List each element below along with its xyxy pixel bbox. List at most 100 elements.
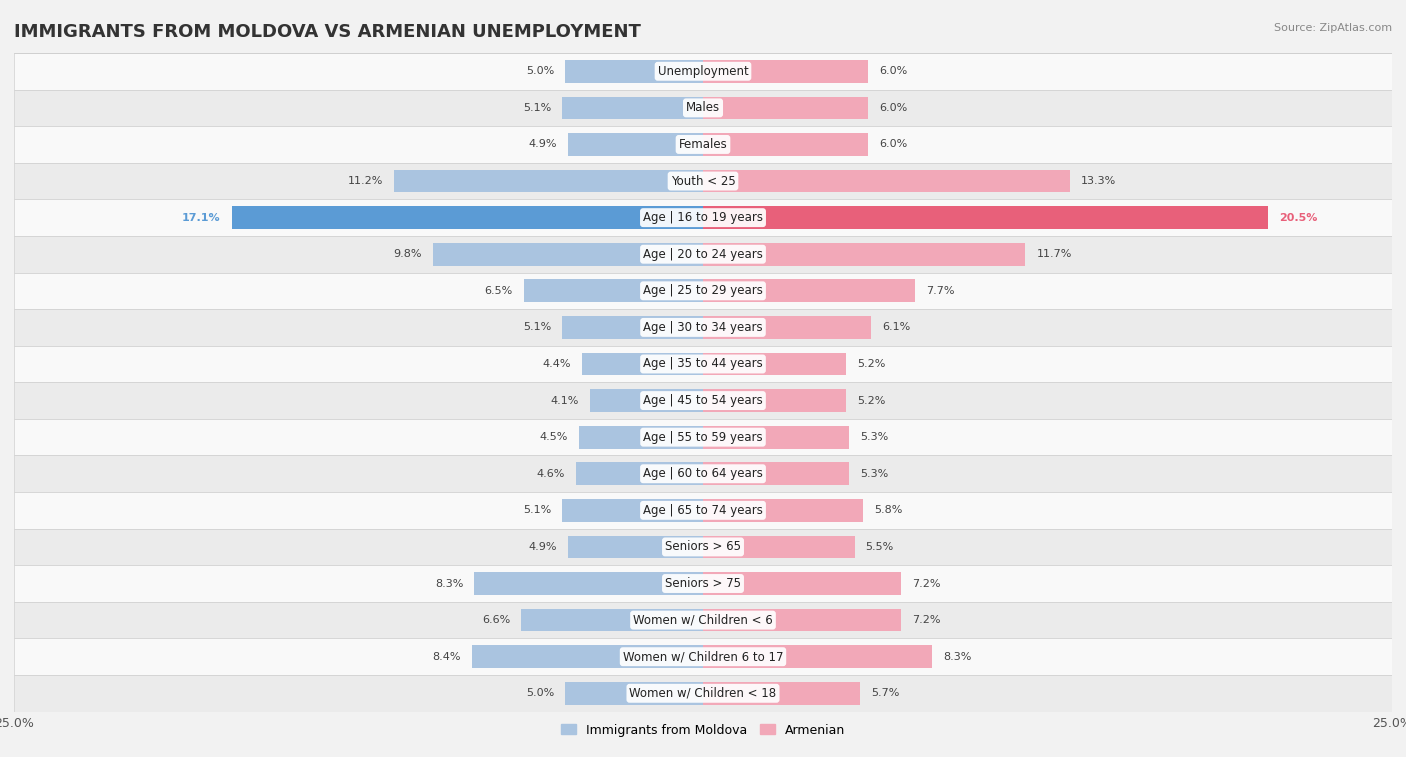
Text: Women w/ Children < 18: Women w/ Children < 18: [630, 687, 776, 699]
Text: 8.4%: 8.4%: [432, 652, 461, 662]
Text: 8.3%: 8.3%: [434, 578, 463, 588]
Bar: [14, 273, 1392, 309]
Bar: [703, 682, 860, 705]
Bar: [471, 646, 703, 668]
Text: 6.0%: 6.0%: [879, 139, 908, 149]
Text: 4.4%: 4.4%: [543, 359, 571, 369]
Bar: [703, 279, 915, 302]
Legend: Immigrants from Moldova, Armenian: Immigrants from Moldova, Armenian: [555, 718, 851, 742]
Text: 5.7%: 5.7%: [872, 688, 900, 698]
Text: 5.3%: 5.3%: [860, 432, 889, 442]
Bar: [703, 609, 901, 631]
Text: 4.9%: 4.9%: [529, 542, 557, 552]
Text: 4.9%: 4.9%: [529, 139, 557, 149]
Text: 6.1%: 6.1%: [882, 322, 910, 332]
Text: 13.3%: 13.3%: [1081, 176, 1116, 186]
Bar: [14, 382, 1392, 419]
Text: Females: Females: [679, 138, 727, 151]
Bar: [562, 499, 703, 522]
Bar: [703, 646, 932, 668]
Bar: [703, 572, 901, 595]
Bar: [703, 133, 869, 156]
Text: 20.5%: 20.5%: [1279, 213, 1317, 223]
Text: Women w/ Children < 6: Women w/ Children < 6: [633, 614, 773, 627]
Text: 5.1%: 5.1%: [523, 103, 551, 113]
Bar: [703, 97, 869, 119]
Bar: [14, 53, 1392, 89]
Bar: [474, 572, 703, 595]
Bar: [232, 207, 703, 229]
Text: 6.0%: 6.0%: [879, 103, 908, 113]
Text: 6.6%: 6.6%: [482, 615, 510, 625]
Text: 4.6%: 4.6%: [537, 469, 565, 478]
Text: 11.2%: 11.2%: [347, 176, 384, 186]
Text: Age | 20 to 24 years: Age | 20 to 24 years: [643, 248, 763, 260]
Bar: [565, 60, 703, 83]
Bar: [562, 97, 703, 119]
Bar: [703, 463, 849, 485]
Bar: [394, 170, 703, 192]
Text: 5.1%: 5.1%: [523, 506, 551, 516]
Bar: [433, 243, 703, 266]
Text: 7.7%: 7.7%: [927, 286, 955, 296]
Text: 5.1%: 5.1%: [523, 322, 551, 332]
Bar: [14, 456, 1392, 492]
Bar: [591, 389, 703, 412]
Text: 5.2%: 5.2%: [858, 359, 886, 369]
Bar: [524, 279, 703, 302]
Bar: [14, 309, 1392, 346]
Text: Age | 65 to 74 years: Age | 65 to 74 years: [643, 504, 763, 517]
Bar: [703, 243, 1025, 266]
Bar: [522, 609, 703, 631]
Bar: [568, 133, 703, 156]
Bar: [703, 316, 872, 338]
Bar: [14, 346, 1392, 382]
Text: 5.0%: 5.0%: [526, 688, 554, 698]
Bar: [576, 463, 703, 485]
Bar: [703, 426, 849, 448]
Text: Seniors > 65: Seniors > 65: [665, 540, 741, 553]
Bar: [14, 675, 1392, 712]
Bar: [14, 163, 1392, 199]
Bar: [14, 602, 1392, 638]
Bar: [14, 565, 1392, 602]
Bar: [14, 89, 1392, 126]
Text: Age | 25 to 29 years: Age | 25 to 29 years: [643, 285, 763, 298]
Text: 5.3%: 5.3%: [860, 469, 889, 478]
Bar: [14, 199, 1392, 236]
Bar: [703, 170, 1070, 192]
Text: Age | 45 to 54 years: Age | 45 to 54 years: [643, 394, 763, 407]
Text: 5.5%: 5.5%: [866, 542, 894, 552]
Text: 4.1%: 4.1%: [551, 396, 579, 406]
Bar: [703, 353, 846, 375]
Text: IMMIGRANTS FROM MOLDOVA VS ARMENIAN UNEMPLOYMENT: IMMIGRANTS FROM MOLDOVA VS ARMENIAN UNEM…: [14, 23, 641, 41]
Bar: [582, 353, 703, 375]
Text: 9.8%: 9.8%: [394, 249, 422, 259]
Text: 6.5%: 6.5%: [485, 286, 513, 296]
Bar: [565, 682, 703, 705]
Bar: [703, 207, 1268, 229]
Bar: [14, 126, 1392, 163]
Text: Age | 30 to 34 years: Age | 30 to 34 years: [643, 321, 763, 334]
Text: Unemployment: Unemployment: [658, 65, 748, 78]
Bar: [568, 536, 703, 558]
Text: 8.3%: 8.3%: [943, 652, 972, 662]
Text: 7.2%: 7.2%: [912, 615, 941, 625]
Text: 11.7%: 11.7%: [1036, 249, 1071, 259]
Bar: [703, 389, 846, 412]
Text: 5.2%: 5.2%: [858, 396, 886, 406]
Bar: [562, 316, 703, 338]
Text: 17.1%: 17.1%: [183, 213, 221, 223]
Text: Age | 35 to 44 years: Age | 35 to 44 years: [643, 357, 763, 370]
Bar: [14, 419, 1392, 456]
Bar: [703, 536, 855, 558]
Text: Age | 55 to 59 years: Age | 55 to 59 years: [643, 431, 763, 444]
Text: 5.8%: 5.8%: [875, 506, 903, 516]
Text: 6.0%: 6.0%: [879, 67, 908, 76]
Text: Seniors > 75: Seniors > 75: [665, 577, 741, 590]
Bar: [14, 492, 1392, 528]
Text: 4.5%: 4.5%: [540, 432, 568, 442]
Text: Age | 60 to 64 years: Age | 60 to 64 years: [643, 467, 763, 480]
Bar: [14, 528, 1392, 565]
Text: 5.0%: 5.0%: [526, 67, 554, 76]
